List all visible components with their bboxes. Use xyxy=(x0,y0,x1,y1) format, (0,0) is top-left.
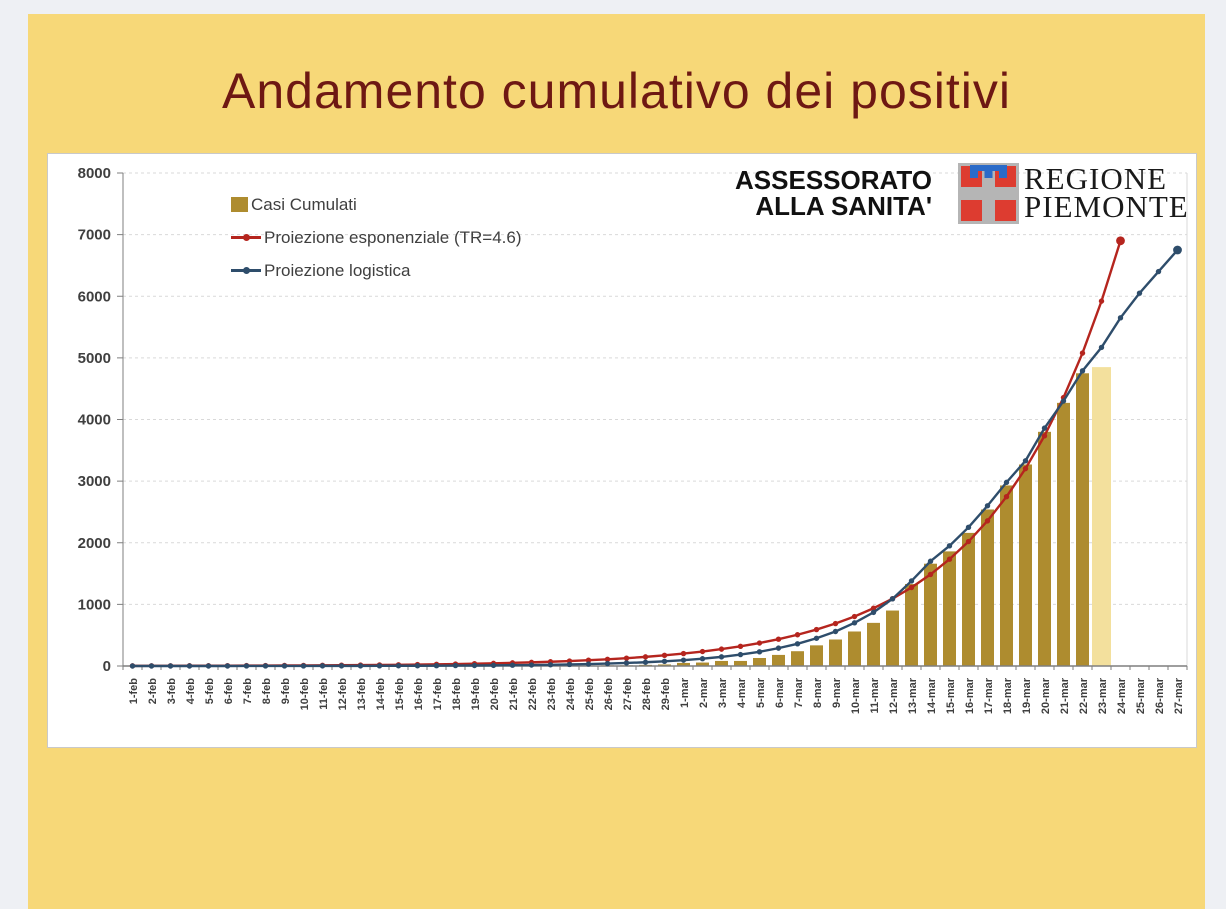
svg-text:10-mar: 10-mar xyxy=(850,677,862,714)
svg-text:26-mar: 26-mar xyxy=(1154,677,1166,714)
svg-text:7-mar: 7-mar xyxy=(793,677,805,708)
chart-panel: 0 1000 2000 3000 4000 5000 6000 7000 8000 1-feb 2-… xyxy=(47,153,1197,748)
legend-item-proiezione-logistica: Proiezione logistica xyxy=(231,254,522,287)
svg-text:13-feb: 13-feb xyxy=(356,678,368,711)
svg-text:19-feb: 19-feb xyxy=(470,678,482,711)
legend-label: Proiezione logistica xyxy=(264,260,411,280)
svg-text:11-feb: 11-feb xyxy=(318,678,330,710)
svg-text:15-feb: 15-feb xyxy=(394,678,406,711)
svg-text:12-mar: 12-mar xyxy=(888,677,900,714)
chart-legend: Casi Cumulati Proiezione esponenziale (T… xyxy=(231,188,522,287)
svg-text:6-feb: 6-feb xyxy=(223,678,235,705)
svg-text:15-mar: 15-mar xyxy=(945,677,957,714)
svg-text:5000: 5000 xyxy=(78,350,111,367)
svg-text:21-mar: 21-mar xyxy=(1059,677,1071,714)
svg-text:3-mar: 3-mar xyxy=(717,677,729,708)
svg-text:1-feb: 1-feb xyxy=(128,678,140,705)
svg-text:27-feb: 27-feb xyxy=(622,678,634,711)
svg-text:6-mar: 6-mar xyxy=(774,677,786,708)
svg-text:12-feb: 12-feb xyxy=(337,678,349,711)
svg-text:20-feb: 20-feb xyxy=(489,678,501,711)
svg-text:8-mar: 8-mar xyxy=(812,677,824,708)
svg-text:7-feb: 7-feb xyxy=(242,678,254,705)
department-header: ASSESSORATO ALLA SANITA' xyxy=(735,167,932,219)
svg-text:16-mar: 16-mar xyxy=(964,677,976,714)
svg-text:17-mar: 17-mar xyxy=(983,677,995,714)
svg-text:19-mar: 19-mar xyxy=(1021,677,1033,714)
svg-text:20-mar: 20-mar xyxy=(1040,677,1052,714)
svg-text:8-feb: 8-feb xyxy=(261,678,273,705)
svg-text:14-mar: 14-mar xyxy=(926,677,938,714)
svg-text:21-feb: 21-feb xyxy=(508,678,520,711)
svg-text:6000: 6000 xyxy=(78,288,111,305)
regione-piemonte-logo: REGIONE PIEMONTE xyxy=(958,163,1189,224)
svg-text:18-feb: 18-feb xyxy=(451,678,463,711)
slide-background: Andamento cumulativo dei positivi 0 1000 2… xyxy=(28,14,1205,909)
svg-text:4000: 4000 xyxy=(78,412,111,429)
svg-text:7000: 7000 xyxy=(78,227,111,244)
region-line1: REGIONE xyxy=(1024,161,1168,196)
department-line2: ALLA SANITA' xyxy=(755,191,932,221)
page-title: Andamento cumulativo dei positivi xyxy=(222,63,1011,119)
svg-text:5-mar: 5-mar xyxy=(755,677,767,708)
svg-text:23-feb: 23-feb xyxy=(546,678,558,711)
svg-text:13-mar: 13-mar xyxy=(907,677,919,714)
svg-text:0: 0 xyxy=(103,658,111,675)
svg-text:2-mar: 2-mar xyxy=(698,677,710,708)
svg-text:10-feb: 10-feb xyxy=(299,678,311,711)
legend-item-proiezione-esponenziale: Proiezione esponenziale (TR=4.6) xyxy=(231,221,522,254)
svg-text:3-feb: 3-feb xyxy=(166,678,178,705)
legend-label: Proiezione esponenziale (TR=4.6) xyxy=(264,227,522,247)
svg-text:28-feb: 28-feb xyxy=(641,678,653,711)
svg-text:18-mar: 18-mar xyxy=(1002,677,1014,714)
svg-text:17-feb: 17-feb xyxy=(432,678,444,711)
svg-text:16-feb: 16-feb xyxy=(413,678,425,711)
svg-text:2-feb: 2-feb xyxy=(147,678,159,705)
svg-text:29-feb: 29-feb xyxy=(660,678,672,711)
svg-text:5-feb: 5-feb xyxy=(204,678,216,705)
region-wordmark: REGIONE PIEMONTE xyxy=(1024,161,1189,224)
svg-text:4-mar: 4-mar xyxy=(736,677,748,708)
svg-text:26-feb: 26-feb xyxy=(603,678,615,711)
svg-text:1000: 1000 xyxy=(78,596,111,613)
department-line1: ASSESSORATO xyxy=(735,165,932,195)
svg-text:14-feb: 14-feb xyxy=(375,678,387,711)
svg-text:25-mar: 25-mar xyxy=(1135,677,1147,714)
svg-text:23-mar: 23-mar xyxy=(1097,677,1109,714)
svg-text:24-mar: 24-mar xyxy=(1116,677,1128,714)
svg-text:2000: 2000 xyxy=(78,535,111,552)
svg-text:3000: 3000 xyxy=(78,473,111,490)
svg-text:1-mar: 1-mar xyxy=(679,677,691,708)
svg-text:11-mar: 11-mar xyxy=(869,677,881,713)
svg-text:25-feb: 25-feb xyxy=(584,678,596,711)
exponential-line-swatch-icon xyxy=(231,234,261,241)
piemonte-crest-icon xyxy=(958,163,1019,224)
svg-text:22-feb: 22-feb xyxy=(527,678,539,711)
region-line2: PIEMONTE xyxy=(1024,189,1189,224)
svg-text:27-mar: 27-mar xyxy=(1173,677,1185,714)
legend-item-casi-cumulati: Casi Cumulati xyxy=(231,188,522,221)
svg-text:4-feb: 4-feb xyxy=(185,678,197,705)
svg-text:22-mar: 22-mar xyxy=(1078,677,1090,714)
logistic-line-swatch-icon xyxy=(231,267,261,274)
svg-text:24-feb: 24-feb xyxy=(565,678,577,711)
legend-label: Casi Cumulati xyxy=(251,194,357,214)
svg-text:9-feb: 9-feb xyxy=(280,678,292,705)
casi-cumulati-swatch-icon xyxy=(231,197,248,212)
svg-text:8000: 8000 xyxy=(78,165,111,182)
svg-text:9-mar: 9-mar xyxy=(831,677,843,708)
cumulative-positives-chart: 0 1000 2000 3000 4000 5000 6000 7000 8000 1-feb 2-… xyxy=(78,165,1188,714)
